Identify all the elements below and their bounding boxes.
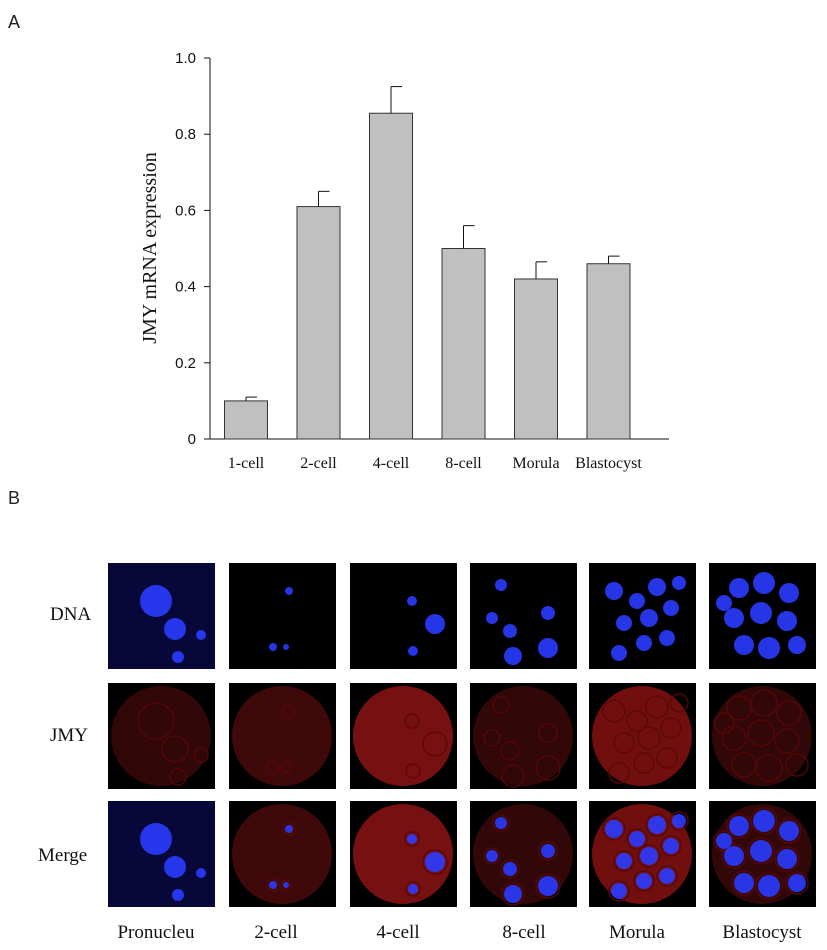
row-label-dna: DNA xyxy=(50,604,92,625)
micrograph-dna-pronucleu xyxy=(108,563,215,669)
micrograph-merge-2-cell xyxy=(229,801,336,907)
x-tick-label: Morula xyxy=(512,455,559,472)
col-label-2-cell: 2-cell xyxy=(254,922,298,943)
bar xyxy=(296,206,341,440)
y-tick-label: 0.4 xyxy=(175,279,196,296)
row-label-merge: Merge xyxy=(38,845,88,866)
y-tick-label: 0.2 xyxy=(175,355,196,372)
panel-a-letter: A xyxy=(8,12,21,32)
x-tick-label: 2-cell xyxy=(300,455,337,472)
micrograph-merge-morula xyxy=(589,801,696,907)
x-tick-label: Blastocyst xyxy=(575,455,642,472)
col-label-pronucleu: Pronucleu xyxy=(117,922,195,943)
bar xyxy=(514,278,558,440)
bar xyxy=(586,263,631,440)
bar xyxy=(441,248,486,440)
x-tick-label: 1-cell xyxy=(228,455,265,472)
y-tick-label: 1.0 xyxy=(175,50,196,67)
bar xyxy=(224,400,268,440)
col-label-4-cell: 4-cell xyxy=(376,922,420,943)
y-axis-label: JMY mRNA expression xyxy=(139,152,161,343)
micrograph-jmy-pronucleu xyxy=(108,683,215,789)
micrograph-merge-pronucleu xyxy=(108,801,215,907)
x-tick-label: 4-cell xyxy=(373,455,410,472)
micrograph-merge-4-cell xyxy=(350,801,457,907)
y-tick-label: 0.8 xyxy=(175,126,196,143)
row-label-jmy: JMY xyxy=(50,725,89,746)
micrograph-dna-8-cell xyxy=(470,563,577,669)
bar xyxy=(369,112,413,440)
micrograph-jmy-blastocyst xyxy=(709,683,816,789)
y-tick-label: 0 xyxy=(188,431,196,448)
col-label-morula: Morula xyxy=(609,922,665,943)
micrograph-jmy-2-cell xyxy=(229,683,336,789)
col-label-blastocyst: Blastocyst xyxy=(722,922,802,943)
micrograph-dna-4-cell xyxy=(350,563,457,669)
micrograph-jmy-morula xyxy=(589,683,696,789)
micrograph-merge-8-cell xyxy=(470,801,577,907)
micrograph-dna-blastocyst xyxy=(709,563,816,669)
y-tick-label: 0.6 xyxy=(175,202,196,219)
col-label-8-cell: 8-cell xyxy=(502,922,546,943)
panel-b-letter: B xyxy=(8,488,21,508)
micrograph-jmy-4-cell xyxy=(350,683,457,789)
micrograph-jmy-8-cell xyxy=(470,683,577,789)
micrograph-dna-morula xyxy=(589,563,696,669)
micrograph-merge-blastocyst xyxy=(709,801,816,907)
micrograph-dna-2-cell xyxy=(229,563,336,669)
x-tick-label: 8-cell xyxy=(445,455,482,472)
bar-chart: 0 0.2 0.4 0.6 0.8 1.0 JMY mRNA expression 1-cel… xyxy=(139,50,669,472)
